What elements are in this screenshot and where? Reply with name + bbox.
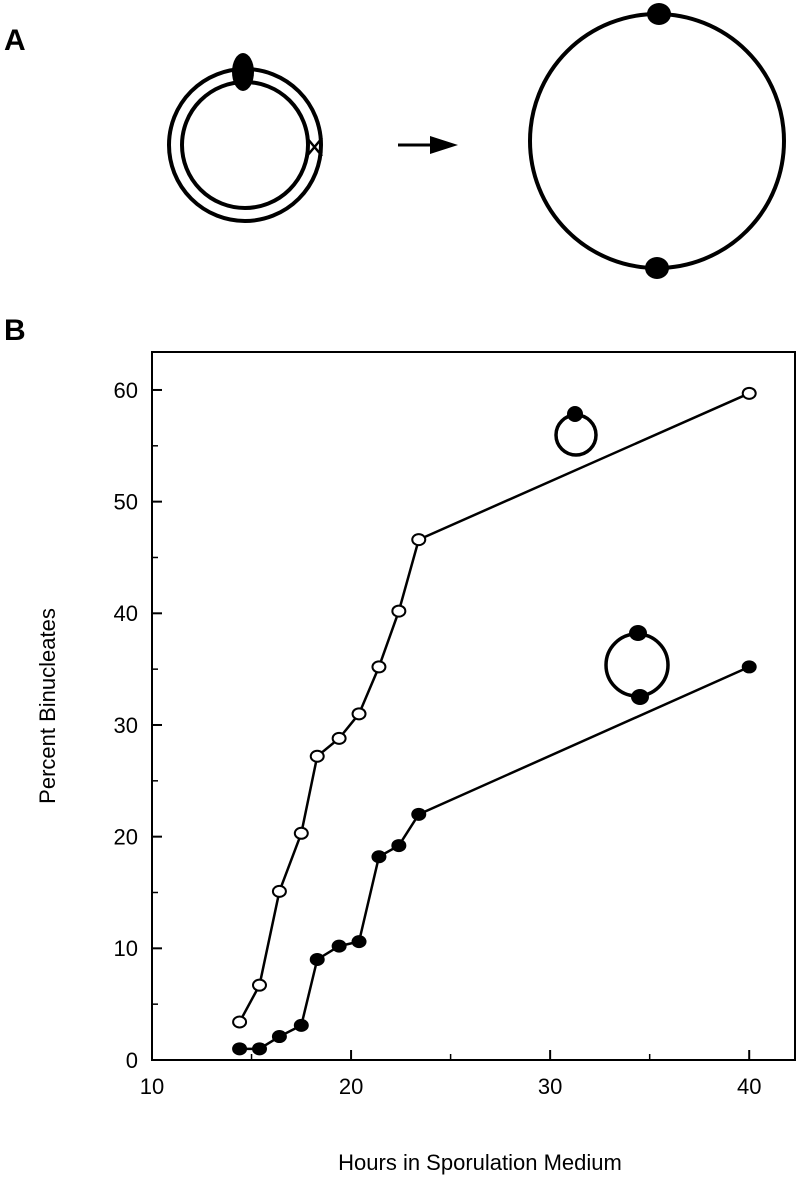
icon-circle [604,632,670,698]
icon-centromere [629,625,647,641]
y-tick-label: 20 [114,824,138,849]
series-line [239,665,750,1051]
data-point [391,604,407,618]
panel-label: B [4,314,26,347]
x-tick-label: 40 [737,1074,761,1099]
icon-centromere [631,689,649,705]
centromere [645,257,669,279]
x-tick-label: 20 [339,1074,363,1099]
y-tick-label: 50 [114,489,138,514]
data-point [741,386,757,400]
y-tick-label: 40 [114,601,138,626]
inner-circle [180,80,310,210]
data-point [251,978,267,992]
large-circle [528,12,786,270]
plot-frame [151,351,796,1061]
data-point [371,660,387,674]
centromere [647,3,671,25]
x-axis-title: Hours in Sporulation Medium [338,1150,622,1175]
data-point [271,1030,287,1044]
y-tick-label: 60 [114,378,138,403]
x-tick-label: 10 [140,1074,164,1099]
series-line [238,392,750,1023]
y-tick-label: 30 [114,713,138,738]
data-point [232,1015,248,1029]
data-point [351,935,367,949]
centromere [232,53,254,91]
data-point [741,660,757,674]
y-tick-label: 10 [114,936,138,961]
legend-icons [554,406,670,705]
data-point [331,731,347,745]
data-point [293,1018,309,1032]
data-point [309,952,325,966]
data-point [293,826,309,840]
outer-circle [167,67,323,223]
y-axis-title: Percent Binucleates [35,608,60,804]
data-point [331,939,347,953]
y-tick-label: 0 [126,1048,138,1073]
crossover [306,137,323,157]
data-point [271,884,287,898]
diagram [167,3,786,279]
data-point [309,749,325,763]
data-point [391,839,407,853]
data-point [411,807,427,821]
data-point [251,1042,267,1056]
x-tick-label: 30 [538,1074,562,1099]
icon-centromere [567,406,583,422]
arrow-head [430,136,458,154]
data-point [351,707,367,721]
data-point [411,533,427,547]
panel-label: A [4,24,26,57]
data-point [232,1042,248,1056]
data-point [371,850,387,864]
